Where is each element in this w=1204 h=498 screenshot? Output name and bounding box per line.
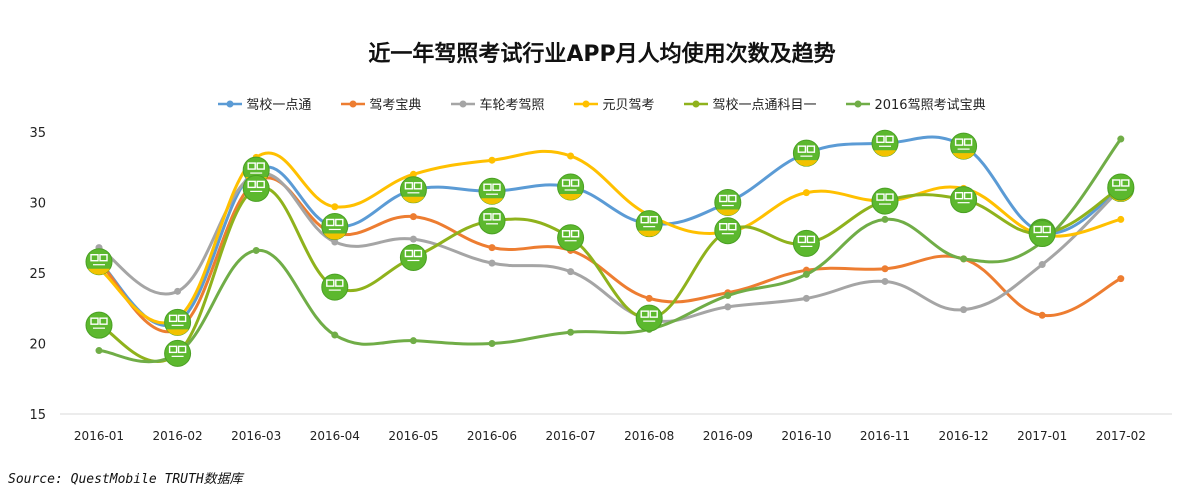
app-logo-marker: [1028, 220, 1056, 248]
data-point: [724, 292, 732, 300]
data-point: [331, 238, 339, 246]
legend-swatch: [451, 100, 476, 107]
y-tick-label: 25: [29, 267, 46, 282]
y-tick-label: 20: [29, 338, 46, 353]
data-point: [960, 255, 968, 263]
legend-swatch: [574, 100, 599, 107]
data-point: [488, 259, 496, 267]
x-tick-label: 2016-08: [624, 429, 674, 443]
data-point: [331, 203, 339, 211]
legend: 驾校一点通 驾考宝典 车轮考驾照 元贝驾考 驾校一点通科目一 2016驾照考试宝典: [0, 94, 1204, 113]
data-point: [488, 340, 496, 347]
x-tick-label: 2017-02: [1096, 429, 1146, 443]
legend-label: 驾校一点通科目一: [712, 98, 817, 113]
app-logo-marker: [557, 173, 585, 201]
data-point: [409, 213, 417, 221]
x-tick-label: 2016-01: [74, 429, 124, 443]
chart-title: 近一年驾照考试行业APP月人均使用次数及趋势: [368, 42, 836, 67]
y-tick-label: 35: [29, 126, 46, 141]
source-note: Source: QuestMobile TRUTH数据库: [8, 472, 243, 487]
app-logo-marker: [478, 207, 506, 235]
data-point: [881, 265, 889, 273]
data-point: [567, 268, 575, 276]
x-tick-label: 2016-05: [388, 429, 438, 443]
app-logo-marker: [714, 217, 742, 245]
legend-swatch: [341, 100, 366, 107]
x-tick-label: 2016-09: [703, 429, 753, 443]
data-point: [881, 215, 889, 223]
data-point: [409, 170, 417, 178]
data-point: [409, 235, 417, 243]
app-logo-marker: [321, 273, 349, 301]
legend-label: 2016驾照考试宝典: [874, 98, 986, 113]
legend-item: 2016驾照考试宝典: [846, 94, 986, 113]
legend-label: 驾考宝典: [369, 98, 422, 113]
y-tick-label: 30: [29, 197, 46, 212]
app-logo-marker: [714, 189, 742, 216]
legend-item: 驾校一点通科目一: [684, 94, 816, 113]
data-point: [252, 246, 260, 254]
legend-label: 元贝驾考: [602, 98, 655, 113]
app-logo-marker: [871, 187, 899, 215]
data-point: [1117, 275, 1125, 283]
y-tick-label: 15: [29, 408, 46, 423]
app-logo-marker: [242, 174, 270, 202]
app-logo-marker: [557, 224, 585, 252]
x-tick-label: 2016-02: [153, 429, 203, 443]
data-point: [1117, 215, 1125, 223]
data-point: [488, 244, 496, 252]
data-point: [409, 337, 417, 345]
app-logo-marker: [478, 177, 506, 205]
x-tick-label: 2016-07: [546, 429, 596, 443]
data-point: [1038, 311, 1046, 319]
x-tick-label: 2016-10: [781, 429, 831, 443]
data-point: [1038, 261, 1046, 269]
data-point: [802, 270, 810, 278]
app-logo-marker: [85, 248, 113, 276]
data-point: [95, 347, 103, 355]
data-point: [645, 294, 653, 302]
data-point: [1117, 135, 1125, 143]
app-logo-marker: [164, 339, 192, 367]
legend-item: 驾校一点通: [218, 94, 311, 113]
data-point: [331, 331, 339, 339]
data-point: [724, 303, 732, 311]
legend-swatch: [218, 100, 243, 107]
app-logo-marker: [399, 176, 427, 204]
legend-item: 车轮考驾照: [451, 94, 544, 113]
app-logo-marker: [950, 186, 978, 214]
data-point: [567, 328, 575, 336]
x-tick-label: 2016-12: [939, 429, 989, 443]
legend-label: 车轮考驾照: [479, 98, 545, 113]
app-logo-marker: [1107, 173, 1135, 201]
legend-swatch: [846, 100, 871, 107]
app-logo-marker: [950, 132, 978, 160]
legend-item: 驾考宝典: [341, 94, 421, 113]
data-point: [960, 306, 968, 314]
x-tick-label: 2016-04: [310, 429, 360, 443]
app-logo-marker: [399, 243, 427, 271]
data-point: [488, 156, 496, 164]
x-tick-label: 2016-03: [231, 429, 281, 443]
app-logo-marker: [164, 308, 192, 336]
data-point: [174, 287, 182, 295]
app-logo-marker: [792, 229, 820, 257]
legend-swatch: [684, 100, 709, 107]
data-point: [802, 294, 810, 302]
x-tick-label: 2016-06: [467, 429, 517, 443]
app-logo-marker: [871, 129, 899, 157]
x-tick-label: 2017-01: [1017, 429, 1067, 443]
data-point: [567, 152, 575, 160]
x-tick-label: 2016-11: [860, 429, 910, 443]
data-point: [881, 277, 889, 285]
app-logo-marker: [635, 304, 663, 332]
app-logo-marker: [321, 212, 349, 240]
legend-item: 元贝驾考: [574, 94, 654, 113]
app-logo-marker: [85, 311, 113, 339]
legend-label: 驾校一点通: [246, 98, 312, 113]
app-logo-marker: [635, 210, 663, 238]
data-point: [802, 189, 810, 197]
app-logo-marker: [792, 139, 820, 167]
